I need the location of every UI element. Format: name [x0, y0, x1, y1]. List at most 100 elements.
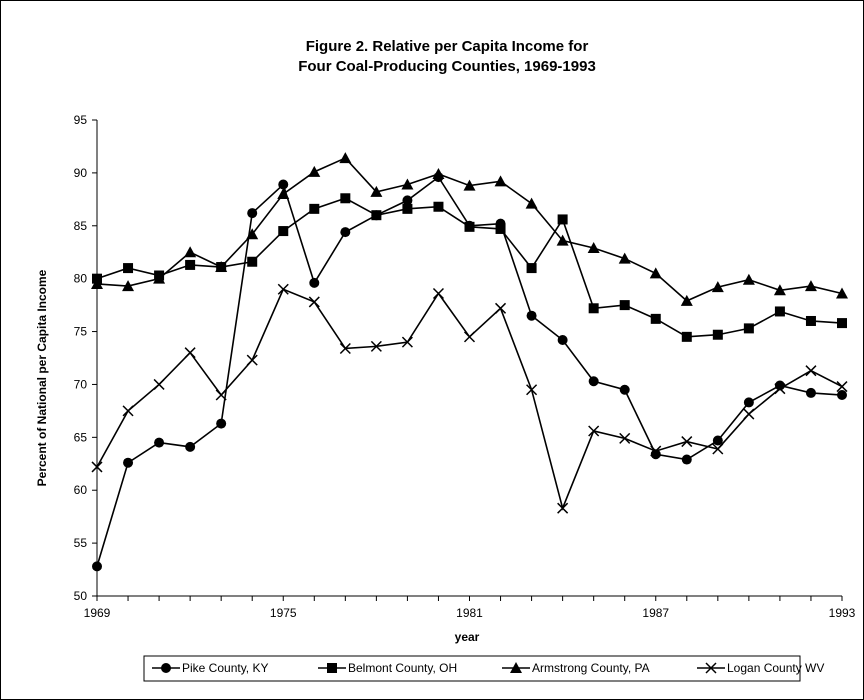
data-point-series-3: [525, 197, 538, 209]
data-point-series-4: [184, 347, 196, 359]
data-point-series-2: [371, 210, 382, 221]
data-point-series-3: [277, 188, 290, 200]
legend-label-2: Belmont County, OH: [348, 661, 457, 675]
data-point-series-4: [432, 287, 444, 300]
data-point-series-2: [774, 306, 785, 317]
y-tick-label: 80: [74, 272, 88, 286]
data-point-series-3: [432, 167, 445, 179]
legend-label-1: Pike County, KY: [182, 661, 268, 675]
data-point-series-1: [309, 277, 320, 288]
data-point-series-3: [711, 281, 724, 293]
data-point-series-4: [836, 381, 848, 393]
data-point-series-3: [742, 273, 755, 285]
legend: Pike County, KY Belmont County, OH Armstro…: [143, 655, 824, 682]
data-point-series-2: [123, 263, 134, 274]
data-point-series-1: [185, 441, 196, 452]
data-point-series-4: [681, 436, 693, 448]
data-point-series-2: [340, 193, 351, 204]
data-point-series-2: [557, 214, 568, 225]
data-point-series-2: [402, 203, 413, 214]
data-point-series-3: [153, 272, 166, 284]
data-point-series-1: [340, 227, 351, 238]
data-point-series-3: [308, 165, 321, 177]
data-point-series-1: [123, 457, 134, 468]
x-tick-label: 1969: [84, 606, 111, 620]
y-tick-label: 70: [74, 377, 88, 391]
x-tick-label: 1987: [642, 606, 669, 620]
plot-area: 50 55 60 65 70 75 80 85 90 95 1969 1975 1981 1987 1993: [74, 113, 856, 620]
y-tick-label: 60: [74, 483, 88, 497]
data-point-series-2: [433, 201, 444, 212]
data-point-series-4: [526, 384, 538, 396]
data-point-series-1: [278, 179, 289, 190]
data-point-series-4: [246, 354, 258, 366]
data-point-series-3: [494, 175, 507, 187]
data-point-series-2: [588, 303, 599, 314]
data-point-series-3: [836, 287, 848, 299]
data-point-series-3: [804, 280, 817, 292]
data-point-series-2: [712, 329, 723, 340]
data-point-series-1: [588, 376, 599, 387]
data-point-series-4: [619, 432, 631, 444]
data-point-series-3: [587, 241, 600, 253]
data-point-series-1: [92, 561, 102, 572]
data-point-series-1: [557, 335, 568, 346]
data-point-series-3: [91, 277, 103, 289]
data-point-series-2: [495, 223, 506, 234]
legend-label-4: Logan County WV: [727, 661, 824, 675]
x-tick-label: 1975: [270, 606, 297, 620]
data-point-series-4: [277, 283, 289, 295]
data-point-series-4: [370, 340, 382, 352]
data-point-series-4: [495, 302, 507, 314]
data-point-series-4: [308, 296, 320, 308]
data-point-series-2: [805, 315, 816, 326]
y-tick-label: 65: [74, 430, 88, 444]
data-point-series-4: [650, 445, 662, 457]
data-point-series-3: [556, 234, 569, 246]
data-point-series-1: [402, 195, 413, 206]
data-point-series-1: [743, 397, 754, 408]
data-point-series-1: [526, 310, 537, 321]
legend-box: [143, 655, 801, 682]
legend-marker-3: [510, 662, 522, 673]
y-tick-label: 75: [74, 325, 88, 339]
data-point-series-1: [712, 435, 723, 446]
chart-title: Figure 2. Relative per Capita Income for: [306, 38, 589, 55]
data-point-series-2: [743, 323, 754, 334]
y-tick-label: 90: [74, 166, 88, 180]
data-point-series-4: [463, 331, 476, 343]
data-point-series-3: [463, 179, 476, 191]
data-point-series-1: [247, 208, 258, 219]
y-axis-title: Percent of National per Capita Income: [35, 269, 49, 486]
y-tick-label: 95: [74, 113, 88, 127]
data-point-series-1: [216, 418, 227, 429]
x-axis-title: year: [455, 630, 480, 644]
data-point-series-4: [91, 461, 103, 473]
data-point-series-4: [557, 502, 569, 514]
data-point-series-4: [805, 365, 817, 377]
data-point-series-1: [650, 449, 661, 460]
data-point-series-1: [681, 454, 692, 465]
data-point-series-3: [649, 267, 662, 279]
x-tick-label: 1981: [456, 606, 483, 620]
data-point-series-2: [681, 331, 692, 342]
x-tick-label: 1993: [829, 606, 856, 620]
data-point-series-2: [464, 221, 475, 232]
legend-label-3: Armstrong County, PA: [532, 661, 650, 675]
data-point-series-2: [526, 263, 537, 274]
legend-marker-1: [161, 663, 171, 673]
series-line-4: [96, 288, 843, 511]
data-point-series-1: [805, 387, 816, 398]
data-point-series-4: [588, 425, 600, 437]
data-point-series-2: [650, 313, 661, 324]
data-point-series-3: [246, 228, 259, 240]
data-point-series-1: [619, 384, 630, 395]
data-point-series-1: [837, 390, 847, 401]
data-point-series-4: [712, 443, 724, 455]
data-point-series-2: [185, 259, 196, 270]
data-point-series-1: [154, 437, 165, 448]
chart-subtitle: Four Coal-Producing Counties, 1969-1993: [298, 58, 596, 75]
data-point-series-4: [743, 408, 755, 420]
legend-marker-4: [705, 662, 717, 674]
